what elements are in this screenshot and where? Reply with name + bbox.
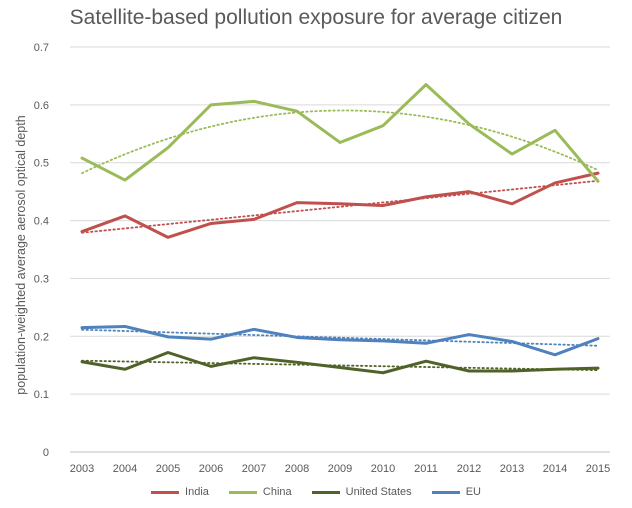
legend-swatch [228, 490, 257, 494]
y-tick-label: 0.3 [34, 273, 49, 285]
x-tick-label: 2007 [242, 463, 266, 475]
y-tick-label: 0 [43, 447, 49, 459]
legend-swatch [311, 490, 340, 494]
legend-label: EU [465, 486, 481, 498]
series-line [80, 350, 600, 375]
y-tick-label: 0.4 [34, 216, 49, 228]
trendline [81, 328, 599, 347]
chart-title: Satellite-based pollution exposure for a… [69, 6, 563, 29]
legend-item: India [151, 486, 209, 498]
x-tick-label: 2012 [457, 463, 481, 475]
legend-label: China [262, 486, 292, 498]
tick-labels: 0 0.1 0.2 0.3 0.4 0.5 0.6 0.7 2003 2004 2005 2006 20… [34, 42, 611, 475]
legend-swatch [151, 490, 180, 494]
series-line [80, 83, 600, 183]
x-tick-label: 2011 [414, 463, 438, 475]
x-tick-label: 2004 [113, 463, 137, 475]
series-line [80, 171, 600, 239]
legend: India China United States EU [0, 486, 632, 498]
x-tick-label: 2013 [500, 463, 524, 475]
trendlines [81, 109, 599, 372]
trendline [81, 179, 599, 234]
y-tick-label: 0.6 [34, 100, 49, 112]
legend-label: United States [345, 486, 412, 498]
x-tick-label: 2015 [586, 463, 610, 475]
legend-item: EU [431, 486, 481, 498]
x-tick-label: 2014 [543, 463, 567, 475]
trendline [81, 109, 599, 175]
x-tick-label: 2005 [156, 463, 180, 475]
legend-item: China [228, 486, 292, 498]
y-tick-label: 0.5 [34, 158, 49, 170]
trendline [81, 359, 599, 372]
y-tick-label: 0.2 [34, 331, 49, 343]
legend-label: India [185, 486, 209, 498]
x-tick-label: 2009 [328, 463, 352, 475]
series-line [80, 324, 600, 357]
series-lines [80, 83, 600, 375]
x-tick-label: 2006 [199, 463, 223, 475]
x-tick-label: 2003 [70, 463, 94, 475]
y-tick-label: 0.1 [34, 389, 49, 401]
legend-swatch [431, 490, 460, 494]
gridlines [70, 46, 610, 453]
y-tick-label: 0.7 [34, 42, 49, 54]
x-tick-label: 2008 [285, 463, 309, 475]
legend-item: United States [311, 486, 412, 498]
x-tick-label: 2010 [371, 463, 395, 475]
